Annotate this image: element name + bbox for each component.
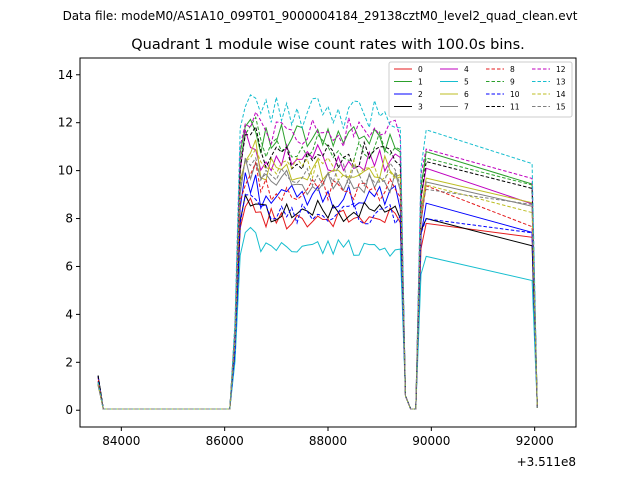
series-line-8: [97, 161, 538, 410]
x-tick-label: 92000: [516, 434, 554, 448]
x-offset-label: +3.511e8: [517, 455, 576, 469]
legend-label-5: 5: [464, 78, 469, 87]
legend-label-8: 8: [510, 65, 515, 74]
y-tick-label: 14: [58, 68, 73, 82]
figure-suptitle: Data file: modeM0/AS1A10_099T01_90000041…: [63, 9, 578, 23]
y-tick-label: 0: [65, 403, 73, 417]
legend-label-15: 15: [556, 103, 566, 112]
series-line-10: [97, 194, 538, 410]
series-line-3: [97, 193, 538, 410]
x-tick-label: 86000: [206, 434, 244, 448]
y-tick-label: 8: [65, 212, 73, 226]
legend-label-6: 6: [464, 90, 469, 99]
series-line-13: [97, 94, 538, 410]
x-tick-label: 90000: [412, 434, 450, 448]
y-tick-label: 4: [65, 307, 73, 321]
series-line-1: [97, 118, 538, 410]
legend-label-4: 4: [464, 65, 469, 74]
y-tick-label: 6: [65, 259, 73, 273]
legend-label-12: 12: [556, 65, 566, 74]
legend-label-7: 7: [464, 103, 469, 112]
series-line-4: [97, 129, 538, 410]
legend-label-0: 0: [418, 65, 423, 74]
series-line-2: [97, 172, 538, 410]
legend-box: [388, 61, 573, 118]
x-tick-label: 84000: [102, 434, 140, 448]
y-tick-label: 2: [65, 355, 73, 369]
legend-label-3: 3: [418, 103, 423, 112]
chart-title: Quadrant 1 module wise count rates with …: [131, 37, 525, 53]
x-tick-label: 88000: [309, 434, 347, 448]
series-line-15: [97, 156, 538, 410]
legend-label-1: 1: [418, 78, 423, 87]
series-line-12: [97, 110, 538, 410]
legend-label-2: 2: [418, 90, 423, 99]
series-line-6: [97, 139, 538, 410]
legend-label-14: 14: [556, 90, 566, 99]
legend-label-10: 10: [510, 90, 520, 99]
legend-label-9: 9: [510, 78, 515, 87]
legend-label-11: 11: [510, 103, 520, 112]
series-line-5: [97, 226, 538, 410]
y-tick-label: 12: [58, 116, 73, 130]
legend-label-13: 13: [556, 78, 566, 87]
plot-area: [97, 94, 538, 410]
y-tick-label: 10: [58, 164, 73, 178]
series-line-14: [97, 147, 538, 410]
